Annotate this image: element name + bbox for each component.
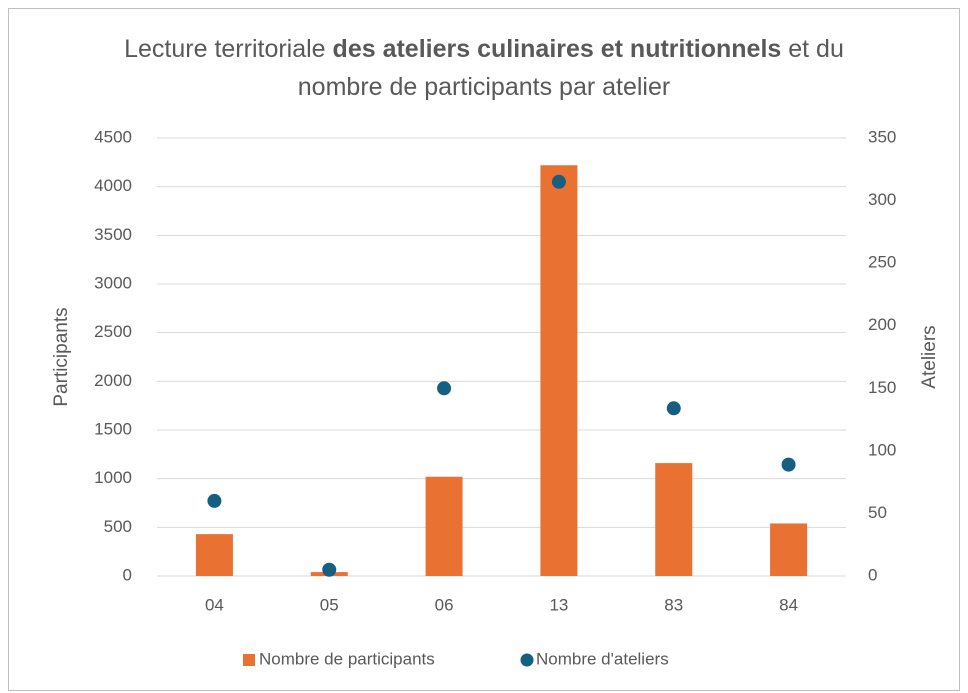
chart-frame xyxy=(8,8,960,691)
y2-axis-label: Ateliers xyxy=(919,325,940,388)
x-tick-label: 13 xyxy=(549,595,568,614)
y2-tick-label: 200 xyxy=(868,315,896,334)
bar xyxy=(195,534,233,576)
title-part-bold: des ateliers culinaires et nutritionnels xyxy=(332,35,782,63)
bar xyxy=(540,165,578,576)
y-tick-label: 3000 xyxy=(94,273,132,292)
y2-tick-label: 50 xyxy=(868,503,887,522)
bar xyxy=(770,523,808,576)
y-tick-label: 4000 xyxy=(94,176,132,195)
dot xyxy=(781,457,796,472)
x-tick-label: 84 xyxy=(779,595,798,614)
x-tick-label: 06 xyxy=(435,595,454,614)
y2-tick-label: 150 xyxy=(868,378,896,397)
x-tick-label: 05 xyxy=(320,595,339,614)
y2-tick-label: 100 xyxy=(868,440,896,459)
legend-swatch xyxy=(520,653,534,667)
y-axis-label: Participants xyxy=(51,307,72,406)
y-tick-label: 4500 xyxy=(94,127,132,146)
y-tick-label: 1500 xyxy=(94,419,132,438)
chart-title: Lecture territoriale des ateliers culina… xyxy=(80,30,888,106)
y2-tick-label: 0 xyxy=(868,565,877,584)
x-tick-label: 83 xyxy=(664,595,683,614)
y2-tick-label: 350 xyxy=(868,127,896,146)
legend-label: Nombre d'ateliers xyxy=(536,649,669,668)
dot xyxy=(437,381,452,396)
bar xyxy=(425,476,463,576)
y-tick-label: 2000 xyxy=(94,371,132,390)
dot xyxy=(322,562,337,577)
dot xyxy=(666,401,681,416)
legend-label: Nombre de participants xyxy=(259,649,435,668)
y-tick-label: 1000 xyxy=(94,468,132,487)
dot xyxy=(207,493,222,508)
title-part: Lecture territoriale xyxy=(124,35,326,63)
title-part: et du nombre de participants par atelier xyxy=(297,35,844,101)
bar xyxy=(655,463,693,576)
y2-tick-label: 300 xyxy=(868,190,896,209)
y-tick-label: 0 xyxy=(123,565,132,584)
dot xyxy=(551,174,566,189)
x-tick-label: 04 xyxy=(205,595,224,614)
y-tick-label: 2500 xyxy=(94,322,132,341)
legend-swatch xyxy=(243,654,255,666)
y-tick-label: 3500 xyxy=(94,225,132,244)
y-tick-label: 500 xyxy=(104,517,132,536)
y2-tick-label: 250 xyxy=(868,253,896,272)
